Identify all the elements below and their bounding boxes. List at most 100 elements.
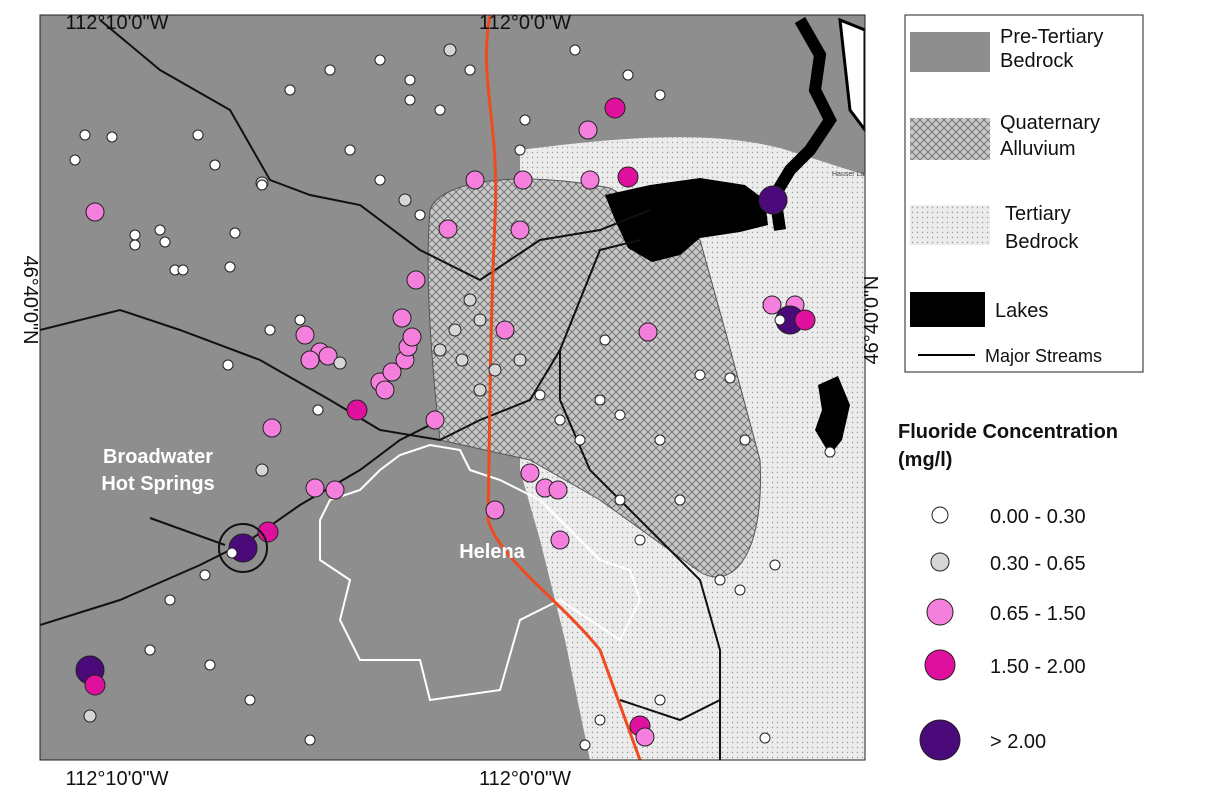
sample-point	[325, 65, 335, 75]
sample-point	[600, 335, 610, 345]
sample-point	[245, 695, 255, 705]
legend-label: Lakes	[995, 300, 1048, 322]
sample-point	[334, 357, 346, 369]
sample-point	[326, 481, 344, 499]
coordinate-label: 112°10'0"W	[65, 12, 168, 34]
sample-point	[735, 585, 745, 595]
sample-point	[521, 464, 539, 482]
sample-point	[825, 447, 835, 457]
sample-point	[415, 210, 425, 220]
sample-point	[795, 310, 815, 330]
legend-swatch	[910, 205, 990, 245]
unit-legend: Pre-Tertiary Bedrock Quaternary Alluvium…	[905, 15, 1143, 372]
sample-point	[595, 395, 605, 405]
legend-symbol	[927, 599, 953, 625]
sample-point	[223, 360, 233, 370]
sample-point	[639, 323, 657, 341]
sample-point	[439, 220, 457, 238]
sample-point	[426, 411, 444, 429]
sample-point	[449, 324, 461, 336]
sample-point	[655, 695, 665, 705]
legend-swatch	[910, 32, 990, 72]
sample-point	[313, 405, 323, 415]
sample-point	[205, 660, 215, 670]
sample-point	[535, 390, 545, 400]
sample-point	[434, 344, 446, 356]
sample-point	[407, 271, 425, 289]
legend-symbol	[925, 650, 955, 680]
legend-label: > 2.00	[990, 731, 1046, 753]
sample-point	[474, 314, 486, 326]
sample-point	[403, 328, 421, 346]
legend-label: Alluvium	[1000, 138, 1076, 160]
sample-point	[615, 495, 625, 505]
sample-point	[636, 728, 654, 746]
legend-label: 1.50 - 2.00	[990, 656, 1086, 678]
sample-point	[393, 309, 411, 327]
coordinate-label: 112°10'0"W	[65, 768, 168, 790]
fluoride-legend: Fluoride Concentration (mg/l) 0.00 - 0.3…	[898, 421, 1118, 760]
sample-point	[345, 145, 355, 155]
legend-swatch	[910, 292, 985, 327]
sample-point	[570, 45, 580, 55]
sample-point	[466, 171, 484, 189]
legend-label: Bedrock	[1000, 50, 1074, 72]
sample-point	[695, 370, 705, 380]
sample-point	[555, 415, 565, 425]
coordinate-label: 46°40'0"N	[19, 256, 41, 345]
sample-point	[178, 265, 188, 275]
sample-point	[80, 130, 90, 140]
sample-point	[580, 740, 590, 750]
sample-point	[305, 735, 315, 745]
sample-point	[486, 501, 504, 519]
sample-point	[615, 410, 625, 420]
sample-point	[623, 70, 633, 80]
coordinate-label: 112°0'0"W	[479, 12, 571, 34]
sample-point	[85, 675, 105, 695]
sample-point	[740, 435, 750, 445]
legend-swatch	[910, 118, 990, 160]
legend-label: Major Streams	[985, 346, 1102, 366]
sample-point	[770, 560, 780, 570]
sample-point	[760, 733, 770, 743]
sample-point	[130, 230, 140, 240]
sample-point	[763, 296, 781, 314]
sample-point	[193, 130, 203, 140]
coordinate-label: 112°0'0"W	[479, 768, 571, 790]
sample-point	[474, 384, 486, 396]
legend-label: Tertiary	[1005, 203, 1071, 225]
legend-symbol	[931, 553, 949, 571]
sample-point	[655, 435, 665, 445]
sample-point	[210, 160, 220, 170]
sample-point	[130, 240, 140, 250]
sample-point	[551, 531, 569, 549]
map-area: Broadwater Hot Springs Helena Hauser Lak…	[40, 15, 872, 760]
legend-title: Fluoride Concentration	[898, 421, 1118, 443]
sample-point	[489, 364, 501, 376]
sample-point	[456, 354, 468, 366]
sample-point	[444, 44, 456, 56]
place-label: Hot Springs	[101, 473, 214, 495]
sample-point	[514, 171, 532, 189]
sample-point	[725, 373, 735, 383]
place-label: Helena	[459, 541, 525, 563]
legend-label: Quaternary	[1000, 112, 1100, 134]
legend-label: 0.65 - 1.50	[990, 603, 1086, 625]
sample-point	[84, 710, 96, 722]
sample-point	[635, 535, 645, 545]
map-figure: Broadwater Hot Springs Helena Hauser Lak…	[0, 0, 1215, 792]
place-label: Hauser Lake	[832, 171, 872, 178]
sample-point	[515, 145, 525, 155]
sample-point	[285, 85, 295, 95]
sample-point	[399, 194, 411, 206]
sample-point	[165, 595, 175, 605]
sample-point	[200, 570, 210, 580]
sample-point	[70, 155, 80, 165]
sample-point	[295, 315, 305, 325]
sample-point	[511, 221, 529, 239]
sample-point	[257, 180, 267, 190]
sample-point	[230, 228, 240, 238]
sample-point	[605, 98, 625, 118]
sample-point	[86, 203, 104, 221]
sample-point	[405, 95, 415, 105]
